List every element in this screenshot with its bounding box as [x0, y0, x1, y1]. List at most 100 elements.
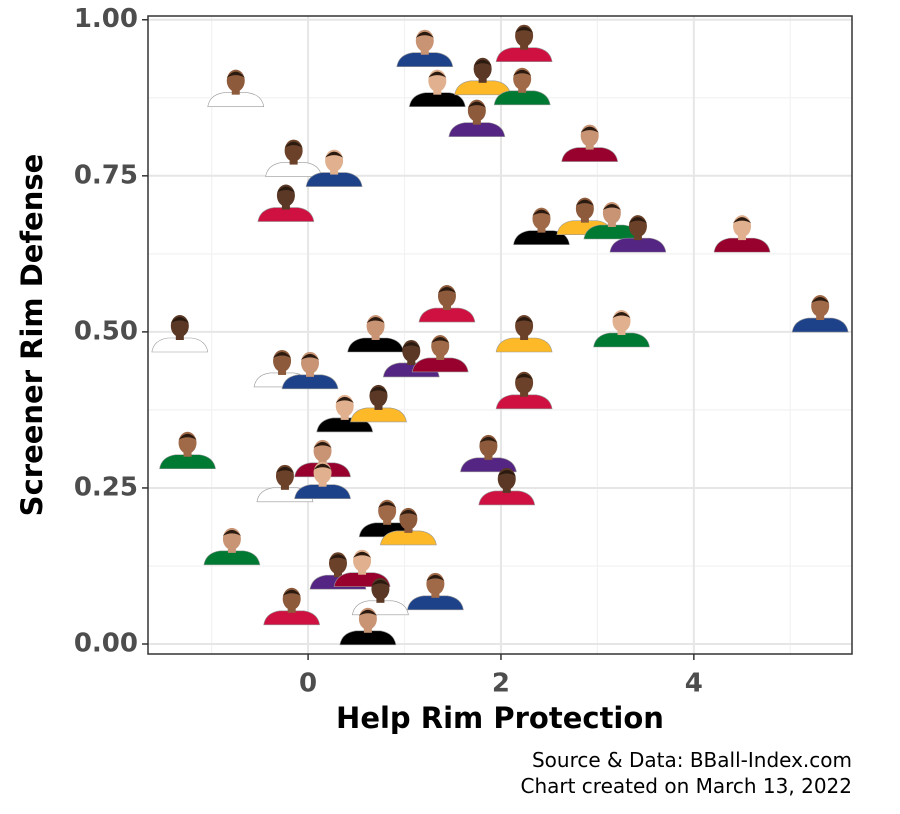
player-hair — [358, 609, 377, 616]
player-jersey — [339, 630, 397, 646]
player-jersey — [609, 237, 667, 253]
y-tick-label: 0.50 — [74, 316, 138, 346]
player-hair — [378, 501, 397, 508]
x-tick-label: 2 — [492, 669, 510, 699]
player-hair — [431, 336, 450, 343]
player-jersey — [593, 332, 650, 348]
player-jersey — [281, 374, 339, 390]
player-marker — [294, 461, 351, 500]
player-marker — [281, 351, 339, 390]
caption: Chart created on March 13, 2022 — [520, 774, 852, 798]
player-marker — [411, 334, 469, 373]
player-hair — [284, 141, 303, 148]
player-jersey — [203, 550, 261, 566]
player-hair — [353, 551, 372, 558]
player-marker — [408, 69, 466, 107]
player-hair — [515, 373, 534, 380]
x-axis-title: Help Rim Protection — [336, 701, 664, 735]
player-marker — [478, 467, 536, 506]
player-jersey — [495, 47, 553, 63]
y-tick-label: 1.00 — [74, 4, 138, 34]
player-hair — [313, 463, 332, 470]
player-jersey — [257, 207, 315, 222]
player-marker — [159, 431, 216, 470]
player-jersey — [294, 484, 351, 500]
player-hair — [733, 217, 752, 224]
player-jersey — [350, 407, 407, 423]
y-axis-title: Screener Rim Defense — [15, 154, 49, 517]
player-hair — [532, 209, 551, 216]
caption: Source & Data: BBall-Index.com — [532, 748, 852, 772]
player-marker — [593, 310, 650, 348]
player-jersey — [713, 237, 771, 253]
player-hair — [226, 71, 245, 78]
player-jersey — [263, 610, 321, 626]
player-hair — [178, 433, 197, 440]
player-jersey — [493, 90, 551, 106]
points — [151, 24, 849, 646]
player-marker — [380, 507, 437, 546]
x-tick-label: 4 — [685, 669, 703, 699]
player-marker — [263, 587, 321, 626]
player-marker — [495, 371, 553, 410]
player-hair — [497, 469, 516, 476]
player-hair — [575, 199, 594, 206]
player-marker — [513, 207, 570, 245]
player-hair — [273, 351, 292, 358]
player-marker — [713, 215, 771, 253]
player-marker — [207, 69, 265, 107]
player-marker — [495, 24, 553, 63]
player-marker — [396, 29, 454, 68]
player-jersey — [791, 317, 849, 333]
player-hair — [811, 297, 830, 304]
player-hair — [325, 151, 344, 158]
player-hair — [282, 589, 301, 596]
player-marker — [454, 57, 511, 96]
player-jersey — [396, 52, 454, 68]
player-hair — [275, 466, 294, 473]
player-hair — [612, 312, 631, 319]
player-hair — [222, 529, 241, 536]
y-tick-label: 0.25 — [74, 472, 138, 502]
player-jersey — [513, 230, 570, 245]
player-jersey — [380, 530, 437, 546]
player-marker — [257, 184, 315, 222]
player-jersey — [561, 147, 619, 162]
player-jersey — [418, 307, 476, 323]
player-jersey — [151, 337, 209, 353]
player-marker — [203, 527, 261, 566]
player-marker — [791, 295, 849, 333]
player-hair — [437, 287, 456, 294]
player-jersey — [448, 122, 506, 137]
y-tick-label: 0.75 — [74, 160, 138, 190]
player-jersey — [408, 92, 466, 107]
player-hair — [328, 554, 347, 561]
player-jersey — [454, 80, 511, 96]
player-marker — [339, 607, 397, 646]
player-hair — [276, 186, 295, 193]
player-marker — [151, 315, 209, 353]
player-jersey — [411, 357, 469, 373]
player-hair — [335, 396, 354, 403]
player-jersey — [478, 490, 536, 506]
player-hair — [313, 441, 332, 448]
player-marker — [583, 202, 641, 240]
player-hair — [366, 317, 385, 323]
ticks: 0 2 4 0.00 0.25 0.50 0.75 1.00 — [74, 4, 703, 698]
player-hair — [369, 386, 388, 393]
player-jersey — [207, 92, 265, 107]
grid — [148, 16, 852, 654]
player-hair — [515, 26, 534, 33]
player-jersey — [347, 337, 404, 353]
player-hair — [602, 204, 621, 211]
player-hair — [415, 31, 434, 38]
player-hair — [513, 69, 532, 76]
player-hair — [467, 101, 486, 108]
player-jersey — [407, 595, 464, 611]
player-jersey — [460, 457, 517, 473]
player-marker — [460, 434, 517, 473]
player-hair — [399, 509, 418, 516]
player-hair — [628, 217, 647, 224]
player-jersey — [159, 454, 216, 470]
